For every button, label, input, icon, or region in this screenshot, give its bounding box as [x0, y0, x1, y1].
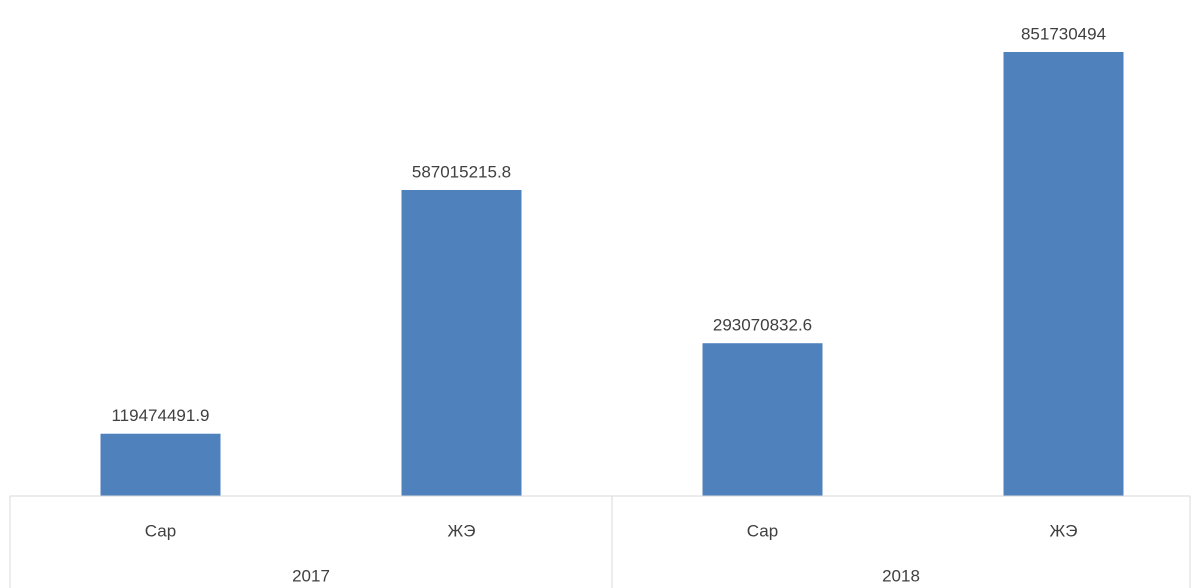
x-tick-label: Сар — [747, 521, 778, 540]
data-label: 119474491.9 — [111, 406, 209, 425]
data-label: 587015215.8 — [412, 162, 511, 181]
data-label: 293070832.6 — [713, 316, 812, 335]
x-tick-label: ЖЭ — [1050, 521, 1078, 540]
bar — [100, 433, 221, 496]
bar — [702, 343, 823, 496]
data-label: 851730494 — [1021, 24, 1106, 43]
bar — [1003, 52, 1124, 496]
bar — [401, 189, 522, 496]
x-tick-label: Сар — [145, 521, 176, 540]
group-label: 2018 — [882, 566, 920, 585]
group-label: 2017 — [292, 566, 330, 585]
x-tick-label: ЖЭ — [448, 521, 476, 540]
